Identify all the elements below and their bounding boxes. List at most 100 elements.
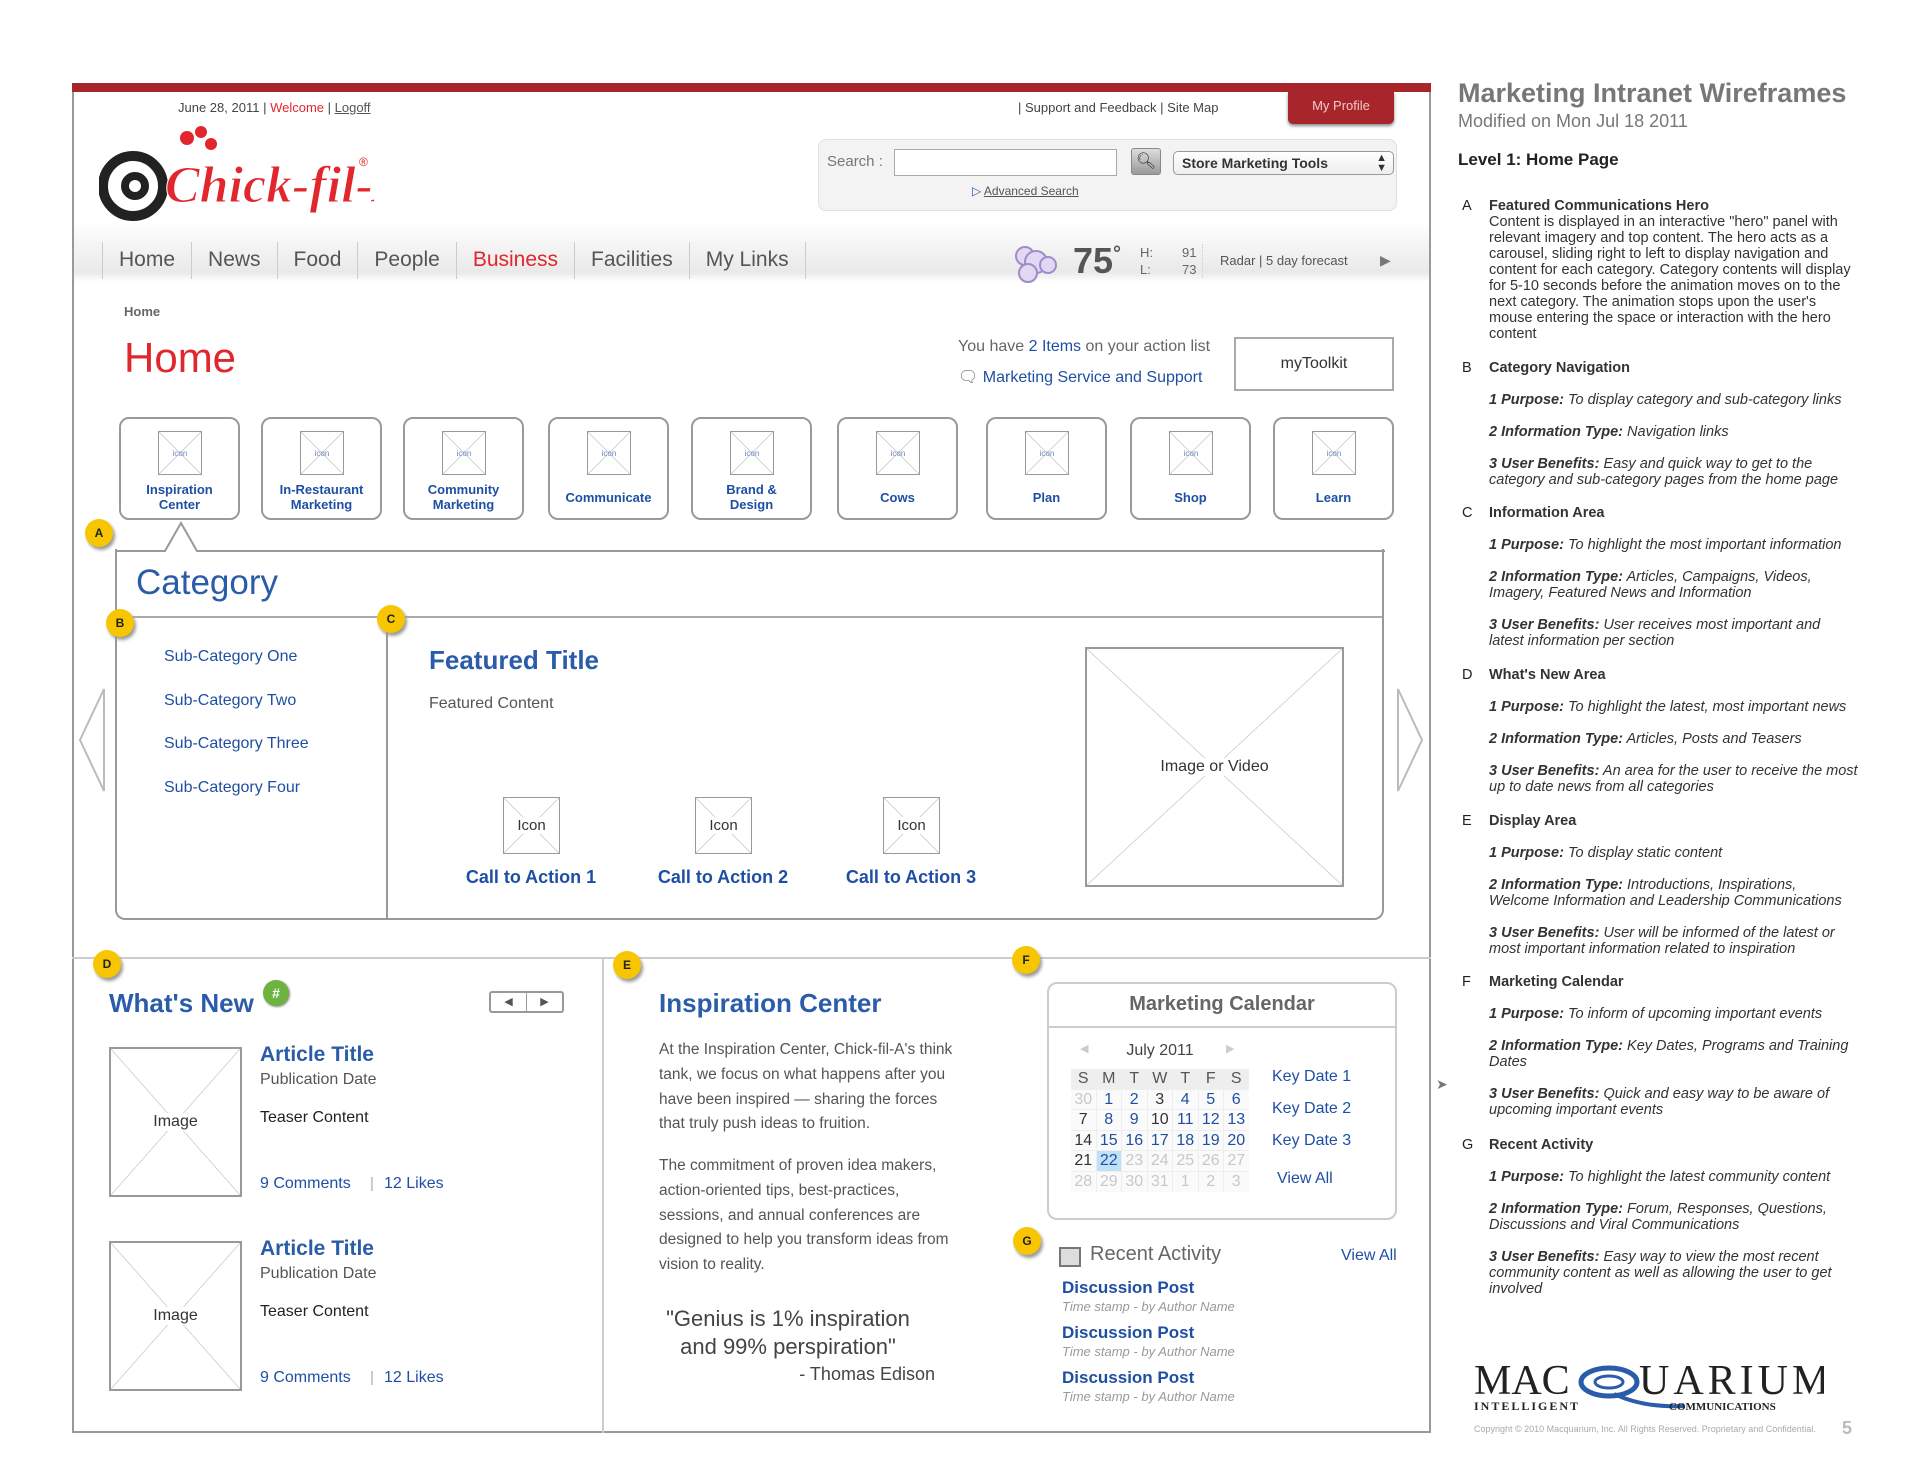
breadcrumb[interactable]: Home	[124, 304, 161, 319]
article-image-placeholder[interactable]: Image	[109, 1241, 242, 1391]
discussion-post-link[interactable]: Discussion Post	[1062, 1368, 1195, 1387]
service-support[interactable]: 🗨︎ Marketing Service and Support	[958, 367, 1202, 387]
subcategory-link[interactable]: Sub-Category Four	[164, 778, 301, 796]
category-tile[interactable]: icon In-Restaurant Marketing	[261, 417, 382, 520]
advanced-search-link[interactable]: Advanced Search	[983, 184, 1079, 198]
recent-view-all[interactable]: View All	[1341, 1247, 1397, 1264]
calendar-day[interactable]: 1	[1096, 1089, 1121, 1110]
welcome-link[interactable]: Welcome	[270, 100, 325, 115]
category-tile[interactable]: icon Inspiration Center	[119, 417, 240, 520]
calendar-day[interactable]: 3	[1147, 1089, 1172, 1110]
service-support-link[interactable]: Marketing Service and Support	[982, 369, 1203, 386]
calendar-day[interactable]: 19	[1198, 1130, 1223, 1151]
subcategory-link[interactable]: Sub-Category One	[164, 648, 298, 665]
my-profile-button[interactable]: My Profile	[1288, 92, 1394, 124]
category-tile[interactable]: icon Brand & Design	[691, 417, 812, 520]
month-prev-icon[interactable]: ◀	[1080, 1043, 1089, 1055]
month-next-icon[interactable]: ▶	[1226, 1043, 1235, 1055]
cta-icon-placeholder[interactable]: Icon	[503, 797, 560, 854]
forecast-link[interactable]: Radar | 5 day forecast	[1220, 253, 1348, 268]
calendar-day[interactable]: 21	[1071, 1151, 1096, 1171]
category-tile[interactable]: icon Learn	[1273, 417, 1394, 520]
category-tile[interactable]: icon Communicate	[548, 417, 669, 520]
category-tile[interactable]: icon Community Marketing	[403, 417, 524, 520]
category-tile[interactable]: icon Shop	[1130, 417, 1251, 520]
article-title[interactable]: Article Title	[260, 1043, 374, 1066]
nav-item-news[interactable]: News	[191, 242, 277, 279]
likes-link[interactable]: 12 Likes	[384, 1369, 444, 1386]
discussion-post-link[interactable]: Discussion Post	[1062, 1278, 1195, 1297]
calendar-day[interactable]: 4	[1173, 1089, 1198, 1110]
likes-link[interactable]: 12 Likes	[384, 1175, 444, 1192]
logoff-link[interactable]: Logoff	[334, 100, 371, 115]
search-button[interactable]: 🔍︎	[1131, 148, 1161, 175]
calendar-day[interactable]: 2	[1122, 1089, 1147, 1110]
search-scope-select[interactable]: Store Marketing Tools ▲ ▼	[1173, 151, 1394, 175]
key-date-link[interactable]: Key Date 3	[1272, 1132, 1352, 1149]
calendar-day[interactable]: 18	[1173, 1130, 1198, 1151]
calendar-day[interactable]: 8	[1096, 1110, 1121, 1130]
calendar-day[interactable]: 22	[1096, 1151, 1121, 1171]
mytoolkit-button[interactable]: myToolkit	[1234, 337, 1394, 391]
section-item: 1 Purpose: To highlight the most importa…	[1458, 537, 1858, 553]
carousel-next-arrow[interactable]	[1396, 687, 1424, 793]
inspiration-quote: "Genius is 1% inspiration and 99% perspi…	[666, 1306, 910, 1359]
cta-icon-placeholder[interactable]: Icon	[883, 797, 940, 854]
calendar-day[interactable]: 11	[1173, 1110, 1198, 1130]
category-tile[interactable]: icon Cows	[837, 417, 958, 520]
collapse-arrow-icon[interactable]: ➤	[1436, 1076, 1448, 1092]
nav-item-home[interactable]: Home	[102, 242, 191, 279]
hashtag-badge-icon[interactable]: #	[263, 980, 289, 1006]
key-date-link[interactable]: Key Date 1	[1272, 1068, 1352, 1085]
article-title[interactable]: Article Title	[260, 1237, 374, 1260]
calendar-day[interactable]: 7	[1071, 1110, 1096, 1130]
nav-item-business[interactable]: Business	[455, 242, 574, 279]
calendar-day[interactable]: 13	[1224, 1110, 1249, 1130]
calendar-day[interactable]: 12	[1198, 1110, 1223, 1130]
item-key: 1 Purpose:	[1489, 699, 1564, 715]
subcategory-link[interactable]: Sub-Category Two	[164, 691, 297, 709]
calendar-day[interactable]: 16	[1122, 1130, 1147, 1151]
calendar-day[interactable]: 10	[1147, 1110, 1172, 1130]
cta-link[interactable]: Call to Action 1	[465, 867, 597, 887]
item-key: 2 Information Type:	[1489, 731, 1623, 747]
comments-link[interactable]: 9 Comments	[260, 1175, 351, 1192]
calendar-day[interactable]: 17	[1147, 1130, 1172, 1151]
comments-link[interactable]: 9 Comments	[260, 1369, 351, 1386]
calendar-day[interactable]: 5	[1198, 1089, 1223, 1110]
action-count-link[interactable]: 2 Items	[1028, 338, 1082, 355]
nav-item-people[interactable]: People	[357, 242, 455, 279]
search-input[interactable]	[894, 149, 1117, 176]
chick-fil-a-logo[interactable]: Chick-fil-A ®	[99, 124, 374, 236]
calendar-day[interactable]: 9	[1122, 1110, 1147, 1130]
pager-next-icon[interactable]: ▶	[540, 996, 549, 1008]
subcategory-link[interactable]: Sub-Category Three	[164, 735, 309, 752]
article-image-placeholder[interactable]: Image	[109, 1047, 242, 1197]
cta-link[interactable]: Call to Action 2	[657, 867, 789, 887]
chevron-right-icon[interactable]: ▶	[1380, 252, 1391, 268]
nav-item-food[interactable]: Food	[276, 242, 358, 279]
discussion-post-link[interactable]: Discussion Post	[1062, 1323, 1195, 1342]
featured-title[interactable]: Featured Title	[429, 645, 600, 675]
calendar-day[interactable]: 6	[1224, 1089, 1249, 1110]
cta-icon-placeholder[interactable]: Icon	[695, 797, 752, 854]
category-icon-placeholder: icon	[300, 431, 344, 475]
support-link[interactable]: Support and Feedback	[1025, 100, 1157, 115]
nav-item-my-links[interactable]: My Links	[688, 242, 806, 279]
image-or-video-placeholder[interactable]: Image or Video	[1085, 647, 1344, 887]
carousel-prev-arrow[interactable]	[78, 687, 106, 793]
key-date-link[interactable]: Key Date 2	[1272, 1100, 1352, 1117]
calendar-view-all[interactable]: View All	[1277, 1170, 1333, 1187]
section-letter: D	[1462, 667, 1473, 683]
pager-prev-icon[interactable]: ◀	[491, 993, 527, 1011]
category-tile[interactable]: icon Plan	[986, 417, 1107, 520]
advanced-search[interactable]: ▷ Advanced Search	[972, 184, 1079, 198]
section-item: 3 User Benefits: Easy and quick way to g…	[1458, 456, 1858, 488]
recent-activity-checkbox[interactable]	[1059, 1247, 1081, 1267]
calendar-day[interactable]: 15	[1096, 1130, 1121, 1151]
sitemap-link[interactable]: Site Map	[1167, 100, 1219, 115]
cta-link[interactable]: Call to Action 3	[845, 867, 977, 887]
nav-item-facilities[interactable]: Facilities	[574, 242, 689, 279]
calendar-day[interactable]: 14	[1071, 1130, 1096, 1151]
calendar-day[interactable]: 20	[1224, 1130, 1249, 1151]
